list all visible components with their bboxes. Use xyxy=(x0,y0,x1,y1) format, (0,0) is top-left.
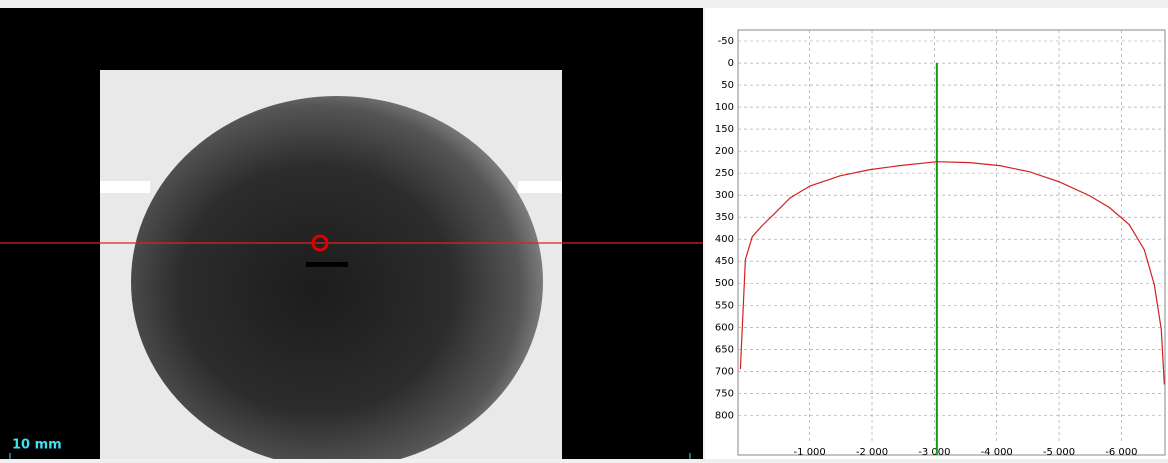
y-tick-label: 0 xyxy=(728,58,734,69)
y-tick-label: 700 xyxy=(715,366,734,377)
y-tick-label: 250 xyxy=(715,168,734,179)
x-tick-label: -3 000 xyxy=(918,447,950,458)
y-tick-label: 400 xyxy=(715,234,734,245)
x-tick-label: -2 000 xyxy=(856,447,888,458)
image-stripe xyxy=(100,181,150,193)
y-tick-label: 650 xyxy=(715,344,734,355)
plot-area xyxy=(738,30,1165,455)
image-stripe xyxy=(518,181,562,193)
y-tick-label: 750 xyxy=(715,388,734,399)
image-artifact xyxy=(306,262,348,267)
y-tick-label: -50 xyxy=(718,36,734,47)
y-tick-label: 300 xyxy=(715,190,734,201)
y-tick-label: 200 xyxy=(715,146,734,157)
x-tick-label: -1 000 xyxy=(794,447,826,458)
x-tick-label: -5 000 xyxy=(1043,447,1075,458)
y-tick-label: 150 xyxy=(715,124,734,135)
page: 10 mm -50 0 50 100 150 200 250 300 350 400 450 500 5… xyxy=(0,0,1168,459)
y-tick-label: 350 xyxy=(715,212,734,223)
y-tick-label: 600 xyxy=(715,322,734,333)
y-tick-label: 500 xyxy=(715,278,734,289)
image-disk xyxy=(131,96,543,459)
y-tick-label: 450 xyxy=(715,256,734,267)
scale-label: 10 mm xyxy=(12,438,62,453)
y-tick-label: 50 xyxy=(721,80,734,91)
y-tick-label: 550 xyxy=(715,300,734,311)
x-tick-label: -4 000 xyxy=(981,447,1013,458)
viewer: 10 mm -50 0 50 100 150 200 250 300 350 400 450 500 5… xyxy=(0,0,1168,459)
x-tick-label: -6 000 xyxy=(1105,447,1137,458)
y-tick-label: 800 xyxy=(715,410,734,421)
y-tick-label: 100 xyxy=(715,102,734,113)
